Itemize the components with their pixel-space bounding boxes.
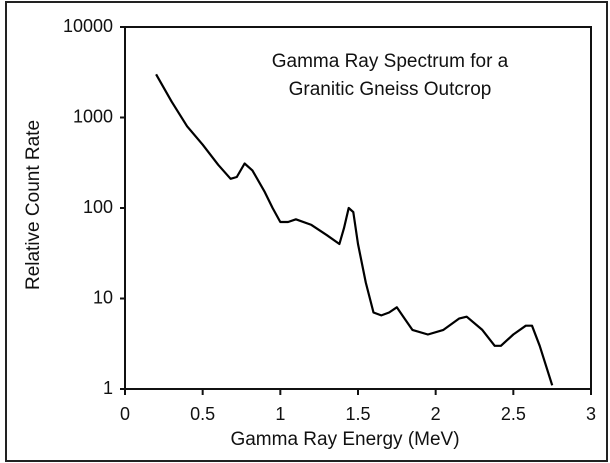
x-tick-label: 0.5 [190,404,215,424]
y-tick-label: 10000 [63,16,113,36]
spectrum-line [155,73,554,386]
x-tick-label: 1.5 [345,404,370,424]
x-tick-label: 2.5 [501,404,526,424]
y-tick-label: 100 [83,197,113,217]
x-tick-label: 3 [586,404,596,424]
outer-frame [5,1,608,462]
x-axis-label: Gamma Ray Energy (MeV) [230,429,459,450]
y-axis-label: Relative Count Rate [23,120,44,290]
x-tick-label: 2 [431,404,441,424]
chart-title: Granitic Gneiss Outcrop [289,79,492,100]
y-tick-label: 1 [103,378,113,398]
y-tick-label: 1000 [73,106,113,126]
chart-title: Gamma Ray Spectrum for a [272,51,509,72]
x-tick-label: 1 [275,404,285,424]
y-tick-label: 10 [93,287,113,307]
x-tick-label: 0 [120,404,130,424]
